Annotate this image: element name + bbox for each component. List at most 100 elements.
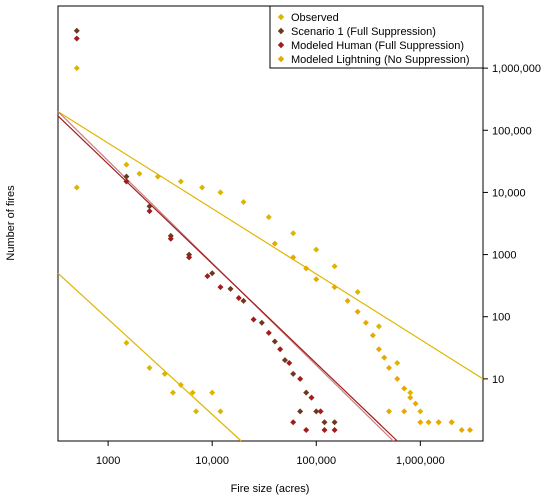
- data-point: [321, 427, 328, 434]
- data-point: [136, 170, 143, 177]
- legend-marker: [277, 13, 285, 21]
- data-point: [458, 427, 465, 434]
- data-point: [240, 199, 247, 206]
- data-point: [303, 427, 310, 434]
- series-2: [73, 27, 338, 426]
- data-point: [308, 394, 315, 401]
- y-tick-label: 100,000: [492, 125, 532, 137]
- data-point: [258, 319, 265, 326]
- x-tick-label: 1,000,000: [396, 455, 445, 467]
- legend-box: [269, 5, 484, 69]
- data-point: [146, 208, 153, 215]
- x-axis: 1000 10,000 100,000 1,000,000: [96, 441, 445, 467]
- data-point: [313, 276, 320, 283]
- data-point: [281, 357, 288, 364]
- data-point: [407, 389, 414, 396]
- data-point: [381, 354, 388, 361]
- legend-label: Modeled Human (Full Suppression): [291, 40, 464, 52]
- data-points: [73, 27, 473, 434]
- data-point: [321, 419, 328, 426]
- data-point: [146, 364, 153, 371]
- data-point: [369, 332, 376, 339]
- data-point: [417, 419, 424, 426]
- data-point: [277, 346, 284, 353]
- data-point: [313, 246, 320, 253]
- legend-label: Modeled Lightning (No Suppression): [291, 54, 470, 66]
- y-tick-label: 10: [492, 374, 504, 386]
- data-point: [386, 408, 393, 415]
- data-point: [123, 173, 130, 180]
- legend-marker: [277, 55, 285, 63]
- fit-lines: [57, 111, 484, 442]
- data-point: [412, 400, 419, 407]
- data-point: [362, 319, 369, 326]
- data-point: [199, 184, 206, 191]
- data-point: [331, 419, 338, 426]
- legend-marker: [277, 41, 285, 49]
- data-point: [123, 178, 130, 185]
- x-tick-label: 10,000: [195, 455, 229, 467]
- legend-label: Scenario 1 (Full Suppression): [291, 26, 436, 38]
- data-point: [407, 394, 414, 401]
- data-point: [435, 419, 442, 426]
- data-point: [189, 389, 196, 396]
- y-axis: 10 100 1000 10,000 100,000 1,000,000: [483, 63, 541, 386]
- data-point: [265, 214, 272, 221]
- data-point: [271, 240, 278, 247]
- legend-label: Observed: [291, 12, 339, 24]
- series-1: [73, 65, 455, 426]
- data-point: [209, 270, 216, 277]
- data-point: [227, 285, 234, 292]
- y-axis-title: Number of fires: [5, 185, 17, 261]
- data-point: [123, 339, 130, 346]
- data-point: [290, 230, 297, 237]
- data-point: [204, 273, 211, 280]
- data-point: [177, 178, 184, 185]
- data-point: [303, 389, 310, 396]
- x-tick-label: 100,000: [296, 455, 336, 467]
- data-point: [271, 338, 278, 345]
- x-axis-title: Fire size (acres): [231, 483, 310, 495]
- data-point: [73, 65, 80, 72]
- data-point: [217, 189, 224, 196]
- data-point: [169, 389, 176, 396]
- data-point: [417, 408, 424, 415]
- data-point: [331, 263, 338, 270]
- data-point: [466, 427, 473, 434]
- data-point: [297, 375, 304, 382]
- data-point: [290, 419, 297, 426]
- y-tick-label: 1,000,000: [492, 63, 541, 75]
- data-point: [344, 297, 351, 304]
- data-point: [217, 284, 224, 291]
- data-point: [146, 203, 153, 210]
- data-point: [209, 389, 216, 396]
- series-3: [73, 35, 338, 434]
- plot-frame: [57, 5, 484, 442]
- data-point: [317, 408, 324, 415]
- data-point: [290, 370, 297, 377]
- data-point: [154, 173, 161, 180]
- data-point: [161, 370, 168, 377]
- legend-marker: [277, 27, 285, 35]
- data-point: [297, 408, 304, 415]
- y-tick-label: 10,000: [492, 187, 526, 199]
- data-point: [331, 427, 338, 434]
- data-point: [401, 385, 408, 392]
- data-point: [425, 419, 432, 426]
- data-point: [217, 408, 224, 415]
- data-point: [290, 254, 297, 261]
- series-4: [271, 240, 473, 434]
- data-point: [73, 184, 80, 191]
- fit-line-4: [57, 272, 242, 442]
- data-point: [123, 161, 130, 168]
- x-tick-label: 1000: [96, 455, 120, 467]
- data-point: [313, 408, 320, 415]
- fit-line-1: [57, 111, 484, 380]
- data-point: [265, 329, 272, 336]
- data-point: [250, 316, 257, 323]
- data-point: [303, 265, 310, 272]
- data-point: [193, 408, 200, 415]
- data-point: [354, 308, 361, 315]
- data-point: [375, 346, 382, 353]
